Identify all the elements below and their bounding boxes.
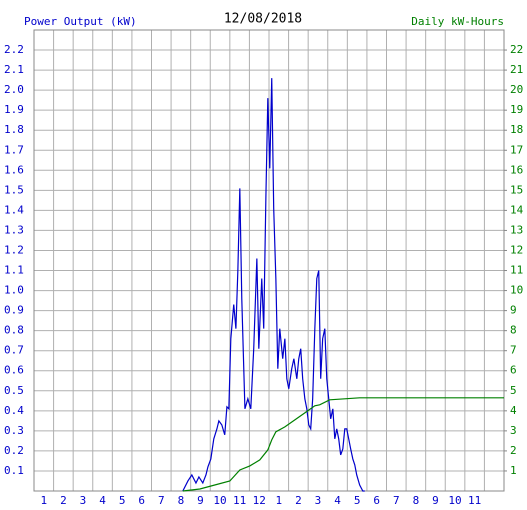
x-tick-label: 5 <box>354 494 361 507</box>
x-tick-label: 4 <box>334 494 341 507</box>
y-tick-label: 1.1 <box>4 264 24 277</box>
y-tick-label: 1.3 <box>4 223 24 236</box>
x-tick-label: 5 <box>119 494 126 507</box>
y-tick-label: 1.5 <box>4 183 24 196</box>
data-line <box>182 397 504 492</box>
y2-tick-label: 14 <box>510 203 524 216</box>
y2-tick-label: 11 <box>510 264 523 277</box>
y-tick-label: 0.5 <box>4 384 24 397</box>
y-tick-label: 0.8 <box>4 324 24 337</box>
data-line <box>182 78 365 492</box>
y-tick-label: 1.8 <box>4 123 24 136</box>
x-tick-label: 9 <box>432 494 439 507</box>
y2-axis-label: Daily kW-Hours <box>411 15 504 28</box>
y-tick-label: 1.0 <box>4 284 24 297</box>
y-tick-label: 0.9 <box>4 304 24 317</box>
x-tick-label: 1 <box>40 494 47 507</box>
plot-border <box>33 29 505 492</box>
y2-tick-label: 3 <box>510 424 517 437</box>
x-tick-label: 11 <box>468 494 481 507</box>
x-tick-label: 10 <box>448 494 461 507</box>
x-tick-label: 7 <box>158 494 165 507</box>
y-tick-label: 2.1 <box>4 63 24 76</box>
y-tick-label: 0.4 <box>4 404 24 417</box>
y2-tick-label: 22 <box>510 43 523 56</box>
x-tick-label: 1 <box>275 494 282 507</box>
x-tick-label: 3 <box>80 494 87 507</box>
y-tick-label: 1.6 <box>4 163 24 176</box>
x-tick-label: 8 <box>413 494 420 507</box>
y-tick-label: 0.1 <box>4 464 24 477</box>
y2-tick-label: 12 <box>510 243 523 256</box>
chart-title: 12/08/2018 <box>224 12 302 27</box>
y-tick-label: 0.7 <box>4 344 24 357</box>
y2-tick-label: 19 <box>510 103 523 116</box>
x-tick-label: 7 <box>393 494 400 507</box>
y2-tick-label: 17 <box>510 143 523 156</box>
y2-tick-label: 8 <box>510 324 517 337</box>
y2-tick-label: 21 <box>510 63 523 76</box>
x-tick-label: 11 <box>233 494 246 507</box>
y-tick-label: 0.2 <box>4 444 24 457</box>
y2-tick-label: 18 <box>510 123 523 136</box>
y2-tick-label: 5 <box>510 384 517 397</box>
y2-tick-label: 7 <box>510 344 517 357</box>
y2-tick-label: 20 <box>510 83 523 96</box>
y-tick-label: 2.0 <box>4 83 24 96</box>
y2-tick-label: 16 <box>510 163 523 176</box>
y-tick-label: 1.4 <box>4 203 24 216</box>
y2-tick-label: 2 <box>510 444 517 457</box>
x-tick-label: 4 <box>99 494 106 507</box>
y2-tick-label: 1 <box>510 464 517 477</box>
y-tick-label: 0.6 <box>4 364 24 377</box>
x-tick-label: 9 <box>197 494 204 507</box>
y2-tick-label: 13 <box>510 223 523 236</box>
y-tick-label: 1.9 <box>4 103 24 116</box>
y-tick-label: 0.3 <box>4 424 24 437</box>
x-tick-label: 12 <box>253 494 266 507</box>
y-tick-label: 1.2 <box>4 243 24 256</box>
x-tick-label: 10 <box>213 494 226 507</box>
x-tick-label: 2 <box>60 494 67 507</box>
y-tick-label: 2.2 <box>4 43 24 56</box>
x-tick-label: 2 <box>295 494 302 507</box>
y2-tick-label: 4 <box>510 404 517 417</box>
y-tick-label: 1.7 <box>4 143 24 156</box>
x-tick-label: 6 <box>373 494 380 507</box>
y2-tick-label: 10 <box>510 284 523 297</box>
x-tick-label: 8 <box>178 494 185 507</box>
x-tick-label: 6 <box>138 494 145 507</box>
y2-tick-label: 6 <box>510 364 517 377</box>
y-axis-label: Power Output (kW) <box>24 15 137 28</box>
y2-tick-label: 15 <box>510 183 523 196</box>
y2-tick-label: 9 <box>510 304 517 317</box>
x-tick-label: 3 <box>315 494 322 507</box>
